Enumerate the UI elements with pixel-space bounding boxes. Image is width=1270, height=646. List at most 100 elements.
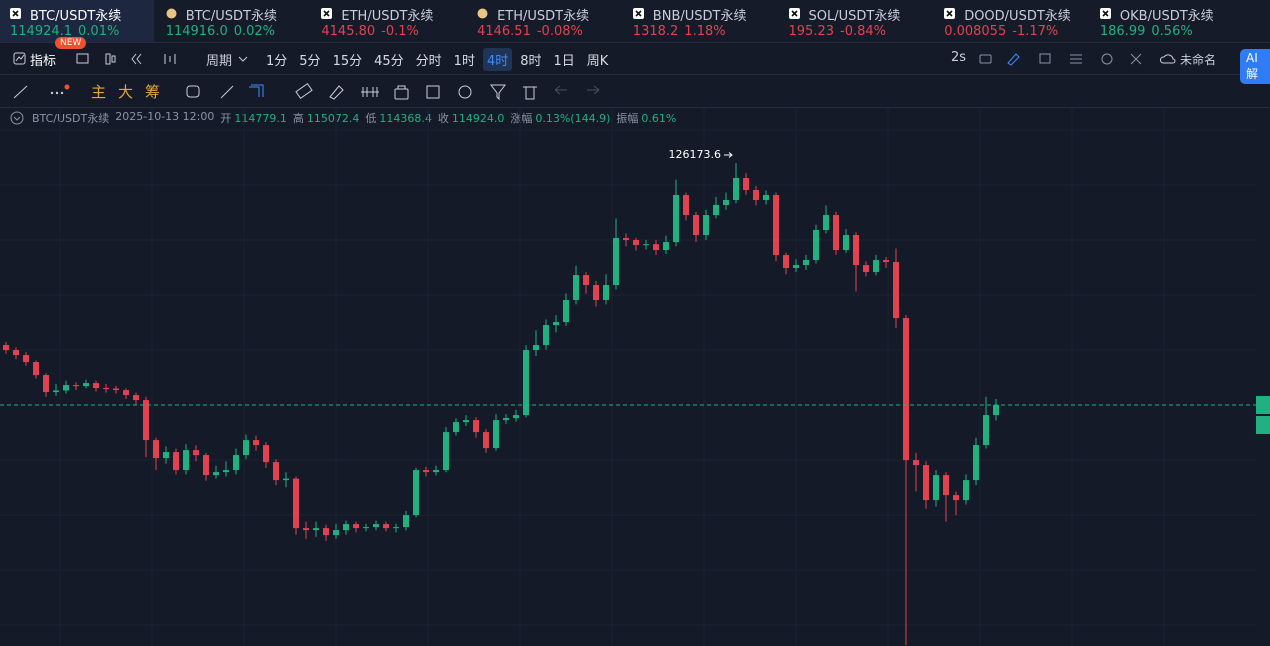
candle-body (173, 452, 179, 471)
candle-body (943, 475, 949, 496)
candle-body (213, 472, 219, 476)
candle-body (953, 495, 959, 501)
candle-body (523, 350, 529, 416)
candle-body (113, 388, 119, 391)
info-field: 高 115072.4 (293, 110, 360, 126)
interval-button[interactable]: 1时 (453, 54, 475, 69)
candle-body (863, 265, 869, 273)
high-label: 126173.6 (669, 148, 722, 161)
candle-body (83, 383, 89, 387)
candle-body (573, 275, 579, 301)
candle-body (493, 420, 499, 449)
candle-body (833, 215, 839, 251)
symbol-tab[interactable]: OKB/USDT永续 186.99 0.56% (1090, 0, 1244, 42)
tab-price: 4145.80 (321, 24, 376, 39)
candle-body (103, 388, 109, 390)
candle-body (483, 432, 489, 449)
period-button[interactable]: 周期 (206, 54, 233, 69)
tab-quote: 0.008055 -1.17% (944, 24, 1058, 39)
candle-body (123, 390, 129, 396)
overlay-tool[interactable]: 主 (91, 83, 107, 101)
candle-body (903, 318, 909, 461)
overlay-tool[interactable]: 大 (118, 83, 134, 101)
candle-body (733, 177, 739, 201)
interval-button[interactable]: 1日 (553, 54, 575, 69)
candle-body (703, 215, 709, 236)
info-label: 收 (437, 112, 449, 125)
interval-button[interactable]: 45分 (374, 54, 404, 69)
candle-body (773, 195, 779, 256)
tab-icon (477, 8, 488, 19)
icon-x (635, 10, 642, 17)
candle-body (203, 455, 209, 476)
info-label: 振幅 (616, 112, 639, 125)
tab-quote: 186.99 0.56% (1100, 24, 1193, 39)
interval-button[interactable]: 15分 (332, 54, 363, 69)
tab-inner: ETH/USDT永续 4145.80 -0.1% (321, 0, 461, 42)
tab-price: 195.23 (788, 24, 835, 39)
interval-button[interactable]: 分时 (415, 54, 442, 69)
candle-body (233, 455, 239, 471)
interval-button[interactable]: 4时 (482, 48, 513, 71)
interval-button[interactable]: 8时 (520, 54, 542, 69)
info-field: 收 114924.0 (438, 110, 505, 126)
candle-body (133, 395, 139, 401)
interval-button[interactable]: 1分 (266, 54, 288, 69)
tool-icons (76, 53, 142, 65)
tab-price: 114924.1 (10, 24, 73, 39)
tab-price: 1318.2 (632, 24, 679, 39)
collapse-icon[interactable] (10, 111, 24, 125)
interval-list: 1分 5分 15分 45分 分时 1时 4时 8时 1日 周K (262, 48, 612, 71)
icon-dot (166, 8, 177, 19)
candle-body (583, 275, 589, 286)
candle-body (93, 383, 99, 389)
ai-button[interactable]: AI解 (1240, 49, 1270, 84)
indicator-button[interactable]: 指标 (30, 54, 57, 69)
icon-x (1102, 10, 1109, 17)
layout-name[interactable]: 未命名 (1180, 53, 1217, 67)
candle-body (433, 470, 439, 473)
candle-body (423, 470, 429, 473)
symbol-tab[interactable]: DOOD/USDT永续 0.008055 -1.17% (934, 0, 1088, 42)
candle-body (263, 445, 269, 463)
tab-inner: SOL/USDT永续 195.23 -0.84% (788, 0, 929, 42)
tab-inner: OKB/USDT永续 186.99 0.56% (1099, 0, 1240, 42)
candle-body (723, 200, 729, 206)
cloud-icon (1160, 54, 1176, 64)
tab-change: 0.01% (78, 24, 120, 39)
countdown-tag (1256, 415, 1270, 434)
interval-button[interactable]: 周K (586, 54, 609, 69)
symbol-tab[interactable]: BTC/USDT永续 114924.1 0.01% (0, 0, 154, 42)
candle-body (763, 195, 769, 201)
tab-icon (632, 8, 644, 19)
candle-body (253, 440, 259, 446)
candle-body (813, 230, 819, 261)
candle-body (73, 385, 79, 387)
symbol-tab[interactable]: ETH/USDT永续 4145.80 -0.1% (311, 0, 465, 42)
tab-quote: 4145.80 -0.1% (321, 24, 418, 39)
refresh-rate[interactable]: 2s (951, 50, 967, 65)
candle-body (513, 415, 519, 419)
candle-body (193, 450, 199, 456)
candle-body (323, 528, 329, 536)
candle-body (673, 195, 679, 243)
ohlc-info: BTC/USDT永续 2025-10-13 12:00 开 114779.1 高 11… (32, 110, 676, 126)
symbol-tab[interactable]: BTC/USDT永续 114916.0 0.02% (156, 0, 310, 42)
candle-body (273, 462, 279, 481)
tab-price: 4146.51 (477, 24, 531, 39)
chart-type-icon[interactable] (162, 52, 178, 66)
candle-body (753, 190, 759, 201)
tab-quote: 1318.2 1.18% (633, 24, 726, 39)
tab-symbol: BTC/USDT永续 (30, 9, 122, 24)
tab-quote: 195.23 -0.84% (789, 24, 887, 39)
symbol-tab[interactable]: BNB/USDT永续 1318.2 1.18% (623, 0, 777, 42)
tab-symbol: BTC/USDT永续 (185, 9, 277, 24)
candle-body (33, 362, 39, 376)
symbol-tab[interactable]: SOL/USDT永续 195.23 -0.84% (779, 0, 933, 42)
symbol-tab[interactable]: ETH/USDT永续 4146.51 -0.08% (467, 0, 621, 42)
candle-body (393, 527, 399, 529)
interval-button[interactable]: 5分 (299, 54, 321, 69)
overlay-tool[interactable]: 筹 (145, 83, 161, 101)
tab-symbol: DOOD/USDT永续 (964, 9, 1071, 24)
